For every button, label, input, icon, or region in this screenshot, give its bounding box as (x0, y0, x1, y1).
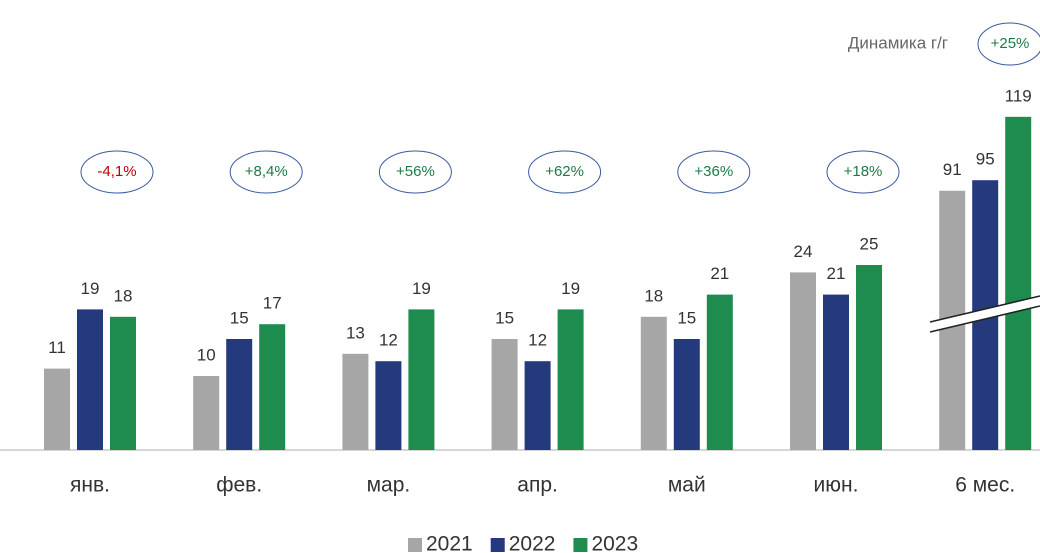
value-label: 15 (230, 308, 249, 327)
bar (342, 353, 369, 450)
legend-swatch (490, 538, 505, 552)
yoy-label: -4,1% (97, 163, 136, 180)
bar (524, 361, 551, 450)
value-label: 95 (976, 150, 995, 169)
x-tick-label: фев. (216, 474, 262, 497)
bar (226, 339, 253, 450)
value-label: 19 (412, 279, 431, 298)
bar (823, 294, 849, 450)
yoy-badge (977, 22, 1040, 66)
yoy-badge (229, 150, 303, 194)
bar (640, 316, 667, 450)
axis-break (929, 295, 1040, 333)
bar (1005, 116, 1032, 450)
value-label: 13 (346, 323, 365, 342)
bar (491, 339, 518, 450)
yoy-badge (378, 150, 452, 194)
yoy-badge (528, 150, 602, 194)
x-tick-label: апр. (517, 474, 558, 497)
yoy-label: +62% (545, 163, 584, 180)
value-label: 19 (81, 279, 100, 298)
yoy-title: Динамика г/г (848, 33, 948, 52)
break-gap (930, 296, 1040, 332)
yoy-label: +56% (396, 163, 435, 180)
bar (259, 324, 286, 450)
bar (856, 265, 882, 450)
value-label: 15 (677, 308, 696, 327)
bar (673, 339, 700, 450)
yoy-label: +18% (844, 163, 883, 180)
value-label: 12 (528, 331, 547, 350)
value-label: 10 (197, 345, 216, 364)
x-tick-label: янв. (70, 474, 110, 497)
yoy-badge (826, 150, 900, 194)
value-label: 15 (495, 308, 514, 327)
bar (790, 272, 816, 450)
bar (706, 294, 733, 450)
bar (44, 368, 70, 450)
value-label: 119 (1005, 86, 1032, 105)
x-tick-label: май (668, 474, 706, 497)
value-label: 24 (794, 242, 813, 261)
value-label: 17 (263, 294, 282, 313)
yoy-badge (677, 150, 751, 194)
value-label: 21 (827, 264, 846, 283)
value-label: 12 (379, 331, 398, 350)
value-label: 21 (710, 264, 729, 283)
bar (375, 361, 402, 450)
legend-label: 2021 (426, 533, 473, 553)
x-tick-label: июн. (814, 474, 859, 497)
x-tick-label: мар. (367, 474, 411, 497)
value-label: 91 (943, 160, 962, 179)
value-label: 18 (644, 286, 663, 305)
value-label: 25 (860, 234, 879, 253)
bar (77, 309, 103, 450)
legend-swatch (408, 538, 422, 552)
yoy-label: +8,4% (245, 163, 288, 180)
legend-label: 2022 (509, 533, 556, 553)
x-tick-label: 6 мес. (955, 474, 1015, 497)
yoy-badge (80, 150, 154, 194)
bar (193, 376, 220, 450)
legend-label: 2023 (591, 533, 638, 553)
break-line (929, 295, 1040, 323)
value-label: 19 (561, 279, 580, 298)
yoy-label: +25% (991, 35, 1030, 52)
value-label: 11 (48, 338, 66, 357)
bar (408, 309, 435, 450)
value-label: 18 (114, 286, 133, 305)
legend-swatch (573, 538, 588, 552)
break-line (929, 305, 1040, 333)
yoy-label: +36% (694, 163, 733, 180)
bar (110, 316, 136, 450)
bar (557, 309, 584, 450)
